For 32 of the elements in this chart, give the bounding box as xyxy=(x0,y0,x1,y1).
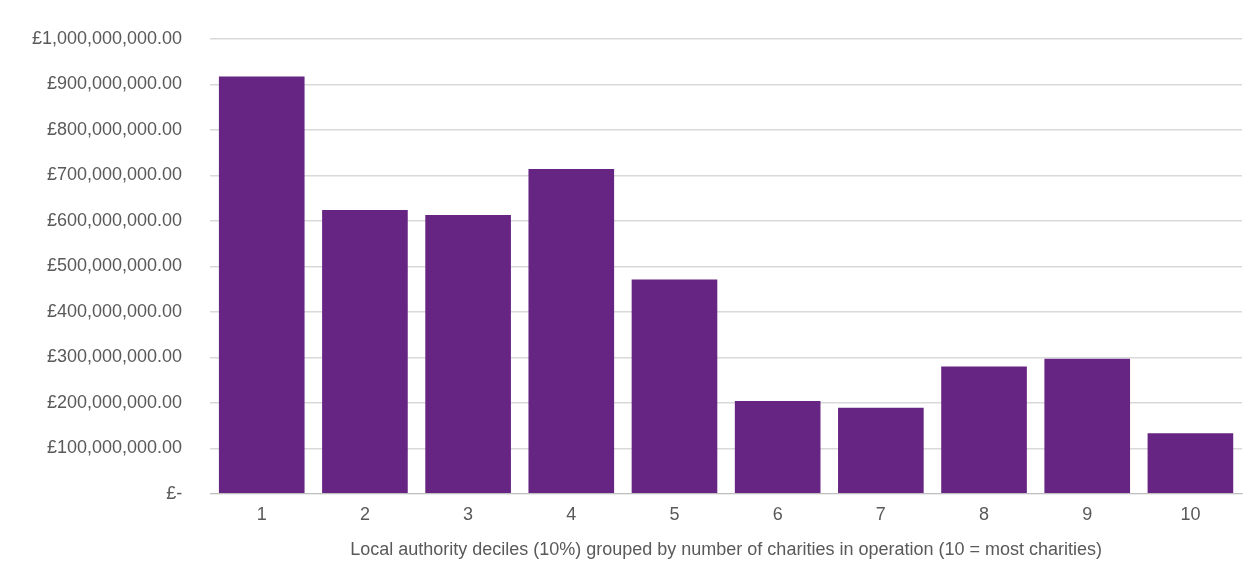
x-tick-label: 9 xyxy=(1082,503,1093,524)
bar xyxy=(1147,433,1234,494)
x-tick-label: 10 xyxy=(1180,503,1201,524)
x-tick-label: 3 xyxy=(463,503,474,524)
bar xyxy=(218,76,305,494)
x-tick-label: 5 xyxy=(669,503,680,524)
x-axis-title: Local authority deciles (10%) grouped by number of charities in operation (10 = most charities) xyxy=(350,539,1103,560)
x-tick-label: 8 xyxy=(979,503,990,524)
bar xyxy=(631,279,718,494)
y-tick-label: £800,000,000.00 xyxy=(47,118,183,139)
y-tick-label: £400,000,000.00 xyxy=(47,300,183,321)
y-tick-label: £300,000,000.00 xyxy=(47,346,183,367)
x-tick-label: 1 xyxy=(256,503,267,524)
x-tick-label: 7 xyxy=(875,503,886,524)
bar xyxy=(1044,358,1131,494)
bar xyxy=(941,366,1027,494)
y-tick-label: £1,000,000,000.00 xyxy=(31,27,183,48)
y-tick-label: £- xyxy=(166,482,183,503)
bar xyxy=(322,209,408,494)
y-tick-label: £600,000,000.00 xyxy=(47,209,183,230)
y-tick-label: £200,000,000.00 xyxy=(47,391,183,412)
x-tick-label: 6 xyxy=(772,503,783,524)
y-tick-label: £500,000,000.00 xyxy=(47,255,183,276)
y-tick-label: £900,000,000.00 xyxy=(47,73,183,94)
y-tick-label: £700,000,000.00 xyxy=(47,164,183,185)
x-tick-label: 2 xyxy=(359,503,370,524)
y-tick-label: £100,000,000.00 xyxy=(47,437,183,458)
x-tick-label: 4 xyxy=(566,503,577,524)
bar xyxy=(734,400,821,494)
bar xyxy=(528,168,615,494)
bar xyxy=(838,407,924,494)
bar xyxy=(425,214,511,494)
